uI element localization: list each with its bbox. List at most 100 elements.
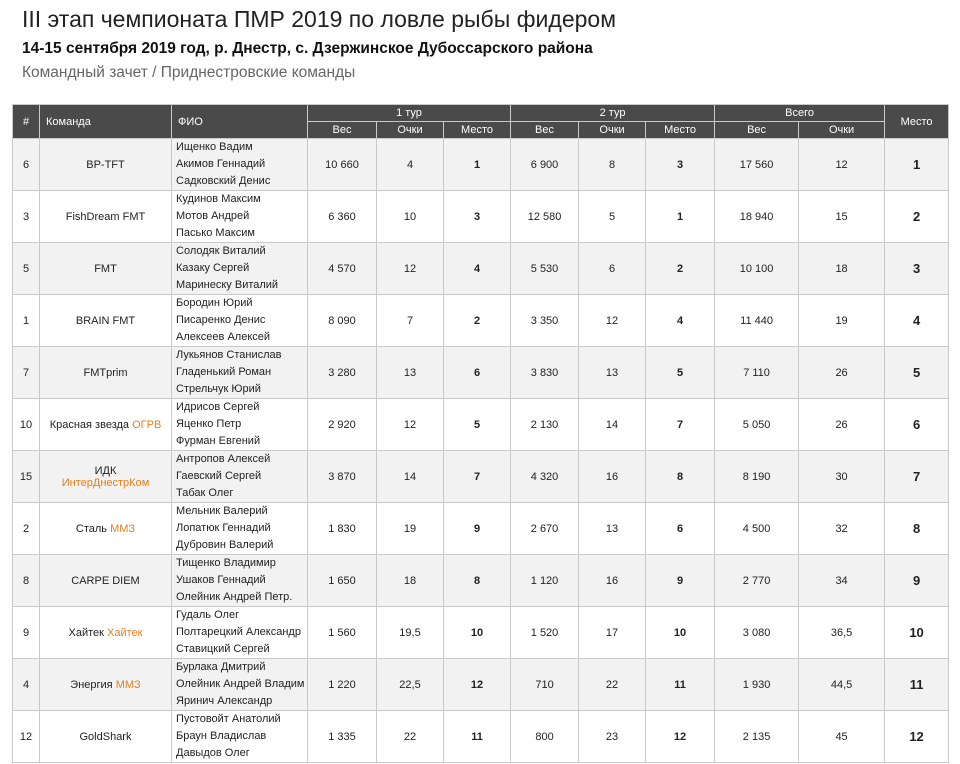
member-name: Пасько Максим xyxy=(176,227,255,239)
cell-num: 10 xyxy=(12,398,40,451)
cell-r2-weight: 1 520 xyxy=(510,606,580,659)
table-row: 5 FMT Солодяк Виталий Казаку Сергей Маринеск… xyxy=(12,242,950,295)
cell-place: 4 xyxy=(884,294,950,347)
cell-num: 8 xyxy=(12,554,40,607)
cell-place: 9 xyxy=(884,554,950,607)
team-city: ИнтерДнестрКом xyxy=(61,476,150,489)
cell-r2-place: 3 xyxy=(645,138,716,191)
cell-r2-points: 23 xyxy=(578,710,647,763)
cell-r1-weight: 8 090 xyxy=(307,294,377,347)
cell-team: BP-TFT xyxy=(39,138,172,191)
cell-total-points: 30 xyxy=(798,450,886,503)
team-city: ОГРВ xyxy=(132,418,162,431)
cell-num: 2 xyxy=(12,502,40,555)
cell-r2-place: 9 xyxy=(645,554,716,607)
cell-place: 6 xyxy=(884,398,950,451)
member-name: Солодяк Виталий xyxy=(176,245,266,257)
cell-team: BRAIN FMT xyxy=(39,294,172,347)
cell-total-points: 34 xyxy=(798,554,886,607)
team-city: ММЗ xyxy=(115,678,141,691)
cell-members: Ищенко Вадим Акимов Геннадий Садковский Де… xyxy=(171,138,308,191)
cell-team: FishDream FMT xyxy=(39,190,172,243)
cell-members: Бородин Юрий Писаренко Денис Алексеев Алек… xyxy=(171,294,308,347)
col-total-weight-header: Вес xyxy=(714,121,800,139)
member-name: Яценко Петр xyxy=(176,418,242,430)
cell-r2-place: 2 xyxy=(645,242,716,295)
member-name: Ищенко Вадим xyxy=(176,141,253,153)
cell-total-weight: 11 440 xyxy=(714,294,800,347)
cell-r1-place: 5 xyxy=(442,398,512,451)
team-name: ИДК xyxy=(94,464,117,477)
cell-total-points: 26 xyxy=(798,398,886,451)
col-total-header: Всего xyxy=(714,104,886,122)
team-name: FMT xyxy=(94,262,117,275)
table-row: 6 BP-TFT Ищенко Вадим Акимов Геннадий Садков… xyxy=(12,138,950,191)
cell-r2-points: 16 xyxy=(578,450,647,503)
cell-r1-points: 18 xyxy=(376,554,444,607)
cell-r1-points: 22 xyxy=(376,710,444,763)
cell-r1-place: 4 xyxy=(442,242,512,295)
cell-r1-points: 19 xyxy=(376,502,444,555)
cell-num: 4 xyxy=(12,658,40,711)
member-name: Акимов Геннадий xyxy=(176,158,266,170)
member-name: Лопатюк Геннадий xyxy=(176,522,271,534)
team-name: BRAIN FMT xyxy=(75,314,136,327)
cell-r1-place: 1 xyxy=(442,138,512,191)
team-name: BP-TFT xyxy=(86,158,125,171)
cell-total-weight: 3 080 xyxy=(714,606,800,659)
cell-r1-points: 13 xyxy=(376,346,444,399)
member-name: Бурлака Дмитрий xyxy=(176,661,266,673)
cell-team: GoldShark xyxy=(39,710,172,763)
col-fio-header: ФИО xyxy=(171,104,308,139)
cell-members: Мельник Валерий Лопатюк Геннадий Дубровин … xyxy=(171,502,308,555)
cell-r1-weight: 1 650 xyxy=(307,554,377,607)
member-name: Олейник Андрей Владим xyxy=(176,678,305,690)
cell-total-weight: 1 930 xyxy=(714,658,800,711)
cell-r1-points: 14 xyxy=(376,450,444,503)
cell-r2-weight: 800 xyxy=(510,710,580,763)
col-r1-weight-header: Вес xyxy=(307,121,377,139)
team-name: Сталь xyxy=(75,522,108,535)
table-body: 6 BP-TFT Ищенко Вадим Акимов Геннадий Садков… xyxy=(12,138,950,763)
member-name: Идрисов Сергей xyxy=(176,401,260,413)
cell-place: 10 xyxy=(884,606,950,659)
cell-team: CARPE DIEM xyxy=(39,554,172,607)
col-round1-header: 1 тур xyxy=(306,104,512,122)
member-name: Стрельчук Юрий xyxy=(176,383,261,395)
cell-r1-weight: 1 560 xyxy=(307,606,377,659)
member-name: Маринеску Виталий xyxy=(176,279,279,291)
cell-r2-place: 6 xyxy=(645,502,716,555)
cell-r2-points: 22 xyxy=(578,658,647,711)
cell-r1-weight: 2 920 xyxy=(307,398,377,451)
cell-total-weight: 8 190 xyxy=(714,450,800,503)
cell-members: Лукьянов Станислав Гладенький Роман Стрель… xyxy=(171,346,308,399)
table-row: 3 FishDream FMT Кудинов Максим Мотов Андрей… xyxy=(12,190,950,243)
cell-r2-place: 4 xyxy=(645,294,716,347)
cell-r2-place: 1 xyxy=(645,190,716,243)
cell-total-weight: 18 940 xyxy=(714,190,800,243)
cell-members: Антропов Алексей Гаевский Сергей Табак Оле… xyxy=(171,450,308,503)
cell-r2-place: 12 xyxy=(645,710,716,763)
member-name: Фурман Евгений xyxy=(176,435,261,447)
cell-r1-weight: 4 570 xyxy=(307,242,377,295)
member-name: Давыдов Олег xyxy=(176,747,250,759)
cell-r1-points: 19,5 xyxy=(376,606,444,659)
cell-num: 6 xyxy=(12,138,40,191)
cell-r1-place: 9 xyxy=(442,502,512,555)
member-name: Мотов Андрей xyxy=(176,210,250,222)
team-name: GoldShark xyxy=(79,730,132,743)
cell-r2-points: 12 xyxy=(578,294,647,347)
member-name: Тищенко Владимир xyxy=(176,557,276,569)
col-r2-points-header: Очки xyxy=(578,121,647,139)
table-row: 7 FMTprim Лукьянов Станислав Гладенький Ром… xyxy=(12,346,950,399)
member-name: Яринич Александр xyxy=(176,695,273,707)
member-name: Алексеев Алексей xyxy=(176,331,271,343)
cell-team: ИДК ИнтерДнестрКом xyxy=(39,450,172,503)
table-row: 4 Энергия ММЗ Бурлака Дмитрий Олейник Андре… xyxy=(12,658,950,711)
col-round2-header: 2 тур xyxy=(510,104,716,122)
member-name: Мельник Валерий xyxy=(176,505,268,517)
cell-num: 9 xyxy=(12,606,40,659)
cell-r1-place: 11 xyxy=(442,710,512,763)
cell-r1-points: 10 xyxy=(376,190,444,243)
col-num-header: # xyxy=(12,104,40,139)
